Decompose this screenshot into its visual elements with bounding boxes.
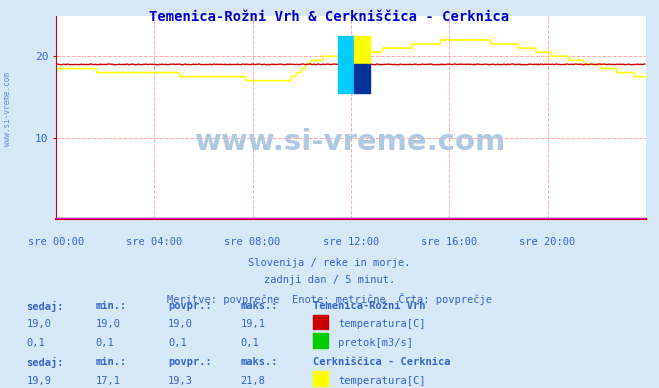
Text: 19,9: 19,9 — [26, 376, 51, 386]
Text: min.:: min.: — [96, 301, 127, 311]
Text: temperatura[C]: temperatura[C] — [338, 376, 426, 386]
Text: 0,1: 0,1 — [26, 338, 45, 348]
Text: 19,0: 19,0 — [96, 319, 121, 329]
Text: min.:: min.: — [96, 357, 127, 367]
Text: sre 20:00: sre 20:00 — [519, 237, 576, 247]
Text: maks.:: maks.: — [241, 301, 278, 311]
Text: sre 04:00: sre 04:00 — [126, 237, 183, 247]
Text: temperatura[C]: temperatura[C] — [338, 319, 426, 329]
Bar — [354, 36, 370, 64]
Text: sre 08:00: sre 08:00 — [225, 237, 281, 247]
Text: 19,0: 19,0 — [26, 319, 51, 329]
Text: Temenica-Rožni Vrh & Cerkniščica - Cerknica: Temenica-Rožni Vrh & Cerkniščica - Cerkn… — [150, 10, 509, 24]
Text: Temenica-Rožni Vrh: Temenica-Rožni Vrh — [313, 301, 426, 311]
Text: sedaj:: sedaj: — [26, 301, 64, 312]
Bar — [337, 36, 354, 93]
Text: 21,8: 21,8 — [241, 376, 266, 386]
Text: Meritve: povprečne  Enote: metrične  Črta: povprečje: Meritve: povprečne Enote: metrične Črta:… — [167, 293, 492, 305]
Bar — [354, 64, 370, 93]
Text: Slovenija / reke in morje.: Slovenija / reke in morje. — [248, 258, 411, 268]
Text: Cerkniščica - Cerknica: Cerkniščica - Cerknica — [313, 357, 451, 367]
Text: pretok[m3/s]: pretok[m3/s] — [338, 338, 413, 348]
Text: 0,1: 0,1 — [168, 338, 186, 348]
Text: povpr.:: povpr.: — [168, 357, 212, 367]
Text: 19,1: 19,1 — [241, 319, 266, 329]
Text: sre 00:00: sre 00:00 — [28, 237, 84, 247]
Text: sre 12:00: sre 12:00 — [323, 237, 379, 247]
Text: sedaj:: sedaj: — [26, 357, 64, 368]
Text: 19,3: 19,3 — [168, 376, 193, 386]
Text: povpr.:: povpr.: — [168, 301, 212, 311]
Text: zadnji dan / 5 minut.: zadnji dan / 5 minut. — [264, 275, 395, 286]
Text: sre 16:00: sre 16:00 — [421, 237, 477, 247]
Text: 19,0: 19,0 — [168, 319, 193, 329]
Text: maks.:: maks.: — [241, 357, 278, 367]
Text: 0,1: 0,1 — [241, 338, 259, 348]
Text: www.si-vreme.com: www.si-vreme.com — [195, 128, 507, 156]
Text: 17,1: 17,1 — [96, 376, 121, 386]
Text: www.si-vreme.com: www.si-vreme.com — [3, 72, 13, 146]
Text: 0,1: 0,1 — [96, 338, 114, 348]
